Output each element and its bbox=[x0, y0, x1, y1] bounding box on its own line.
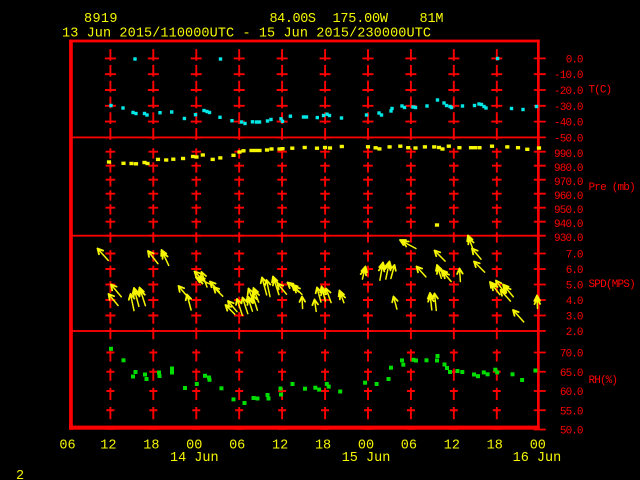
svg-text:00: 00 bbox=[358, 438, 374, 453]
svg-text:60.0: 60.0 bbox=[560, 387, 584, 399]
svg-text:2.0: 2.0 bbox=[566, 327, 584, 339]
svg-text:06: 06 bbox=[229, 438, 245, 453]
svg-text:12: 12 bbox=[100, 438, 116, 453]
svg-text:84.00S: 84.00S bbox=[270, 12, 317, 27]
svg-text:RH(%): RH(%) bbox=[589, 375, 619, 387]
svg-text:13 Jun 2015/110000UTC - 15 Jun: 13 Jun 2015/110000UTC - 15 Jun 2015/2300… bbox=[62, 26, 431, 41]
svg-text:12: 12 bbox=[272, 438, 288, 453]
svg-text:960.0: 960.0 bbox=[554, 191, 584, 203]
svg-text:00: 00 bbox=[186, 438, 202, 453]
svg-text:940.0: 940.0 bbox=[554, 219, 584, 231]
svg-text:-50.0: -50.0 bbox=[554, 133, 584, 145]
svg-text:2: 2 bbox=[16, 469, 24, 480]
svg-text:3.0: 3.0 bbox=[566, 312, 584, 324]
svg-text:18: 18 bbox=[315, 438, 331, 453]
svg-text:T(C): T(C) bbox=[589, 85, 613, 97]
svg-text:6.0: 6.0 bbox=[566, 265, 584, 277]
svg-text:980.0: 980.0 bbox=[554, 163, 584, 175]
svg-text:950.0: 950.0 bbox=[554, 205, 584, 217]
svg-text:4.0: 4.0 bbox=[566, 296, 584, 308]
svg-text:81M: 81M bbox=[420, 12, 444, 27]
svg-text:18: 18 bbox=[143, 438, 159, 453]
svg-text:06: 06 bbox=[401, 438, 417, 453]
svg-text:5.0: 5.0 bbox=[566, 281, 584, 293]
svg-text:18: 18 bbox=[487, 438, 503, 453]
svg-text:175.00W: 175.00W bbox=[333, 12, 389, 27]
svg-text:-30.0: -30.0 bbox=[554, 102, 584, 114]
svg-text:16 Jun: 16 Jun bbox=[513, 451, 562, 466]
svg-text:990.0: 990.0 bbox=[554, 149, 584, 161]
svg-text:-20.0: -20.0 bbox=[554, 86, 584, 98]
svg-text:930.0: 930.0 bbox=[554, 233, 584, 245]
svg-text:-40.0: -40.0 bbox=[554, 118, 584, 130]
svg-text:15 Jun: 15 Jun bbox=[342, 451, 391, 466]
svg-text:7.0: 7.0 bbox=[566, 250, 584, 262]
svg-text:970.0: 970.0 bbox=[554, 177, 584, 189]
svg-text:Pre (mb): Pre (mb) bbox=[589, 182, 636, 194]
svg-text:0.0: 0.0 bbox=[566, 54, 584, 66]
svg-text:06: 06 bbox=[59, 438, 75, 453]
svg-text:12: 12 bbox=[444, 438, 460, 453]
svg-text:14 Jun: 14 Jun bbox=[170, 451, 219, 466]
svg-text:00: 00 bbox=[530, 438, 546, 453]
svg-text:-10.0: -10.0 bbox=[554, 70, 584, 82]
svg-text:65.0: 65.0 bbox=[560, 368, 584, 380]
svg-text:55.0: 55.0 bbox=[560, 406, 584, 418]
svg-text:70.0: 70.0 bbox=[560, 349, 584, 361]
svg-text:8919: 8919 bbox=[84, 12, 118, 27]
svg-text:50.0: 50.0 bbox=[560, 426, 584, 438]
svg-text:SPD(MPS): SPD(MPS) bbox=[589, 279, 636, 291]
